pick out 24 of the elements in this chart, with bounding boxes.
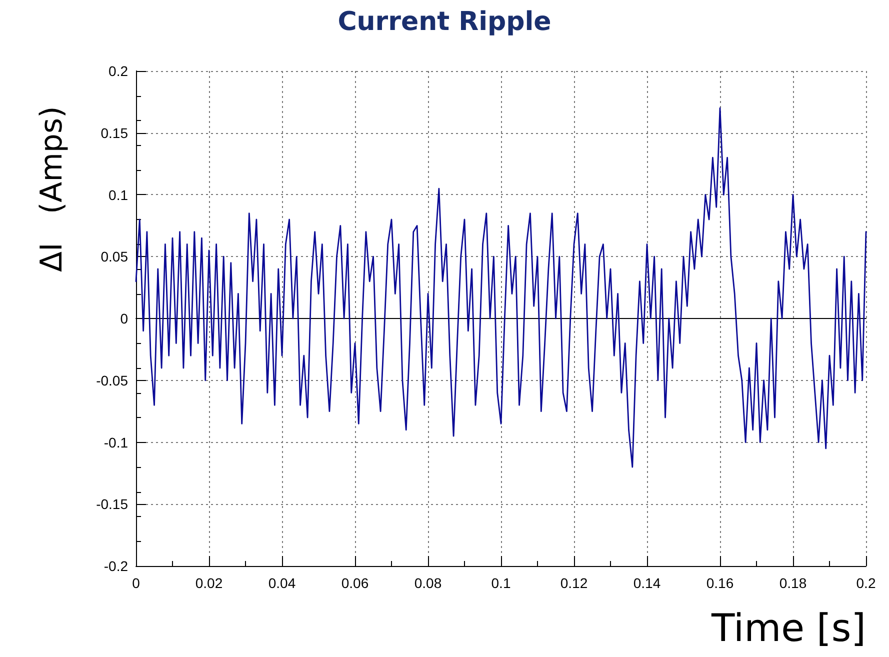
- y-tick-label: -0.2: [104, 558, 128, 574]
- chart-title: Current Ripple: [338, 7, 552, 37]
- y-tick-label: -0.05: [96, 372, 128, 388]
- x-tick-label: 0.12: [560, 575, 588, 591]
- y-axis-title: ΔI (Amps): [34, 106, 70, 272]
- x-tick-label: 0.2: [856, 575, 876, 591]
- x-tick-label: 0.16: [706, 575, 734, 591]
- x-tick-label: 0.1: [491, 575, 511, 591]
- y-tick-label: 0.05: [100, 248, 128, 265]
- x-tick-label: 0.08: [414, 575, 442, 591]
- x-axis-title: Time [s]: [710, 606, 866, 650]
- y-tick-label: 0: [120, 310, 128, 326]
- x-tick-label: 0.04: [268, 575, 296, 591]
- x-tick-label: 0.02: [195, 575, 223, 591]
- x-tick-label: 0: [132, 575, 140, 591]
- y-tick-label: 0.1: [108, 186, 128, 203]
- y-tick-label: -0.15: [96, 496, 128, 512]
- y-tick-label: 0.2: [108, 63, 128, 79]
- line-series: [135, 107, 867, 468]
- y-tick-label: -0.1: [104, 434, 128, 450]
- y-tick-label: 0.15: [100, 124, 128, 141]
- x-tick-label: 0.18: [779, 575, 807, 591]
- x-tick-label: 0.14: [633, 575, 661, 591]
- x-tick-label: 0.06: [341, 575, 369, 591]
